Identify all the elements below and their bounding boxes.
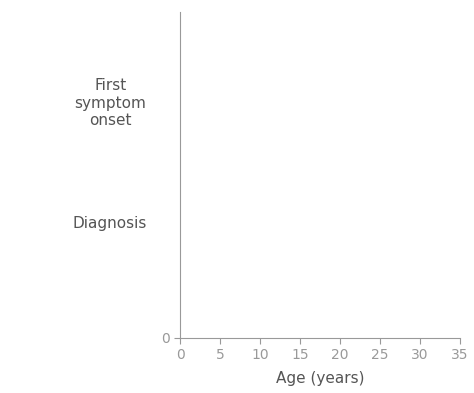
Text: Diagnosis: Diagnosis <box>72 216 146 231</box>
X-axis label: Age (years): Age (years) <box>276 371 364 386</box>
Text: First
symptom
onset: First symptom onset <box>75 78 146 128</box>
